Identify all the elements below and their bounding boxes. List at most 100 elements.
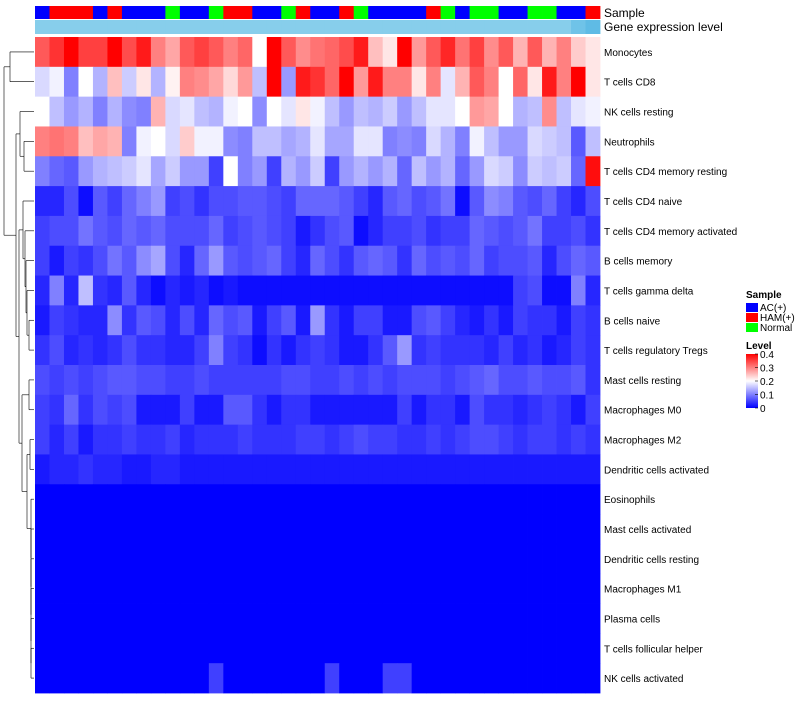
heatmap-cell [121,573,137,604]
heatmap-cell [440,454,456,485]
heatmap-cell [107,424,123,455]
heatmap-cell [136,454,152,485]
heatmap-cell [179,603,195,634]
heatmap-cell [179,514,195,545]
heatmap-cell [92,156,108,187]
heatmap-cell [324,335,340,366]
heatmap-cell [382,603,398,634]
heatmap-cell [63,186,79,217]
heatmap-cell [469,305,485,336]
heatmap-cell [63,215,79,247]
heatmap-cell [78,335,94,366]
heatmap-cell [266,633,282,664]
sample-annotation-cell [339,6,355,19]
heatmap-cell [136,394,152,426]
heatmap-cell [498,603,514,634]
heatmap-cell [107,663,123,694]
heatmap-cell [150,66,166,98]
heatmap-cell [78,573,94,604]
heatmap-cell [107,573,123,604]
heatmap-cell [585,543,601,575]
heatmap-cell [107,126,123,157]
expression-annotation-cell [353,20,369,34]
heatmap-cell [165,543,181,575]
heatmap-cell [484,454,499,485]
heatmap-cell [121,663,137,694]
heatmap-cell [121,633,137,664]
heatmap-cell [440,66,456,98]
heatmap-cell [252,186,268,217]
heatmap-cell [35,245,50,276]
heatmap-cell [295,335,311,366]
heatmap-cell [78,245,94,276]
heatmap-cell [513,275,528,306]
heatmap-cell [295,365,311,396]
heatmap-cell [440,186,456,217]
heatmap-cell [310,156,326,187]
heatmap-cell [136,215,152,247]
heatmap-cell [121,96,137,127]
heatmap-cell [107,186,123,217]
heatmap-cell [78,66,94,98]
heatmap-cell [527,66,543,98]
heatmap-cell [194,66,210,98]
sample-annotation-label: Sample [604,6,645,20]
heatmap-cell [223,305,239,336]
heatmap-cell [411,394,427,426]
heatmap-cell [35,573,50,604]
expression-annotation-cell [208,20,224,34]
heatmap-cell [353,543,369,575]
heatmap-cell [513,633,528,664]
sample-annotation-cell [368,6,384,19]
heatmap-cell [252,454,268,485]
heatmap-cell [339,186,355,217]
heatmap-cell [397,245,413,276]
heatmap-cell [426,126,442,157]
heatmap-cell [556,394,572,426]
heatmap-cell [397,603,413,634]
heatmap-cell [92,305,108,336]
heatmap-cell [426,215,442,247]
heatmap-cell [542,186,557,217]
heatmap-cell [252,66,268,98]
heatmap-cell [107,275,123,306]
heatmap-cell [426,305,442,336]
heatmap-cell [397,484,413,515]
legend-level-tick-label: 0 [760,404,766,415]
heatmap-cell [165,394,181,426]
heatmap-cell [208,514,224,545]
heatmap-cell [556,543,572,575]
heatmap-cell [92,215,108,247]
heatmap-cell [469,275,485,306]
heatmap-cell [237,573,253,604]
heatmap-cell [35,663,50,694]
heatmap-cell [324,215,340,247]
heatmap-cell [382,126,398,157]
heatmap-cell [92,663,108,694]
heatmap-cell [571,543,586,575]
heatmap-cell [92,394,108,426]
expression-annotation-cell [194,20,210,34]
sample-annotation-cell [281,6,297,19]
expression-annotation-cell [368,20,384,34]
heatmap-cell [150,275,166,306]
heatmap-cell [556,603,572,634]
heatmap-cell [35,37,50,68]
heatmap-cell [237,215,253,247]
row-label: T cells CD4 naive [604,197,683,208]
heatmap-cell [63,603,79,634]
heatmap-cell [527,663,543,694]
heatmap-cell [78,96,94,127]
expression-annotation-cell [397,20,413,34]
legend-sample-swatch [746,303,758,312]
heatmap-cell [455,573,471,604]
heatmap-cell [556,215,572,247]
heatmap-cell [411,633,427,664]
heatmap-cell [426,156,442,187]
heatmap-cell [92,245,108,276]
heatmap-cell [179,275,195,306]
heatmap-cell [542,365,557,396]
heatmap-cell [266,96,282,127]
heatmap-cell [35,365,50,396]
heatmap-cell [281,603,297,634]
